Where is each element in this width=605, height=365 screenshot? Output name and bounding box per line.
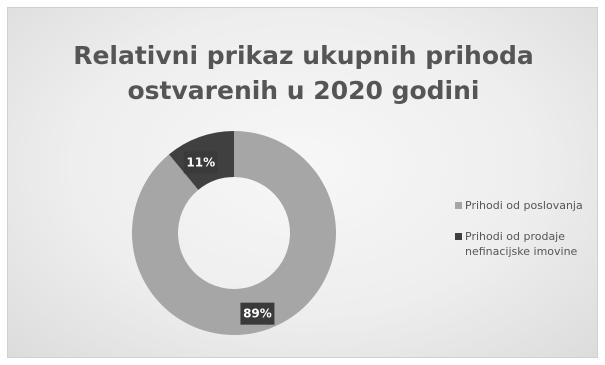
legend-swatch-prihodi-od-poslovanja: [455, 202, 462, 209]
data-label-box: [183, 151, 218, 174]
legend-item-prihodi-od-poslovanja: Prihodi od poslovanja: [455, 198, 605, 213]
data-label-text: 11%: [186, 155, 215, 169]
legend-label-prihodi-od-prodaje: Prihodi od prodaje nefinacijske imovine: [465, 230, 578, 258]
legend-label-prihodi-od-poslovanja: Prihodi od poslovanja: [465, 199, 583, 212]
data-label-text: 89%: [243, 307, 272, 321]
chart-area: Relativni prikaz ukupnih prihoda ostvare…: [7, 7, 598, 358]
data-label-prihodi-od-poslovanja: 89%: [240, 302, 275, 325]
donut-slice-prihodi-od-poslovanja: [132, 131, 336, 335]
donut-chart: 89% 11%: [132, 131, 336, 335]
legend-item-prihodi-od-prodaje: Prihodi od prodaje nefinacijske imovine: [455, 229, 605, 259]
chart-legend: Prihodi od poslovanja Prihodi od prodaje…: [455, 198, 605, 275]
data-label-box: [240, 302, 275, 325]
chart-title: Relativni prikaz ukupnih prihoda ostvare…: [73, 41, 534, 105]
data-label-prihodi-od-prodaje-nefinacijske-imovine: 11%: [183, 151, 218, 174]
legend-swatch-prihodi-od-prodaje: [455, 233, 462, 240]
